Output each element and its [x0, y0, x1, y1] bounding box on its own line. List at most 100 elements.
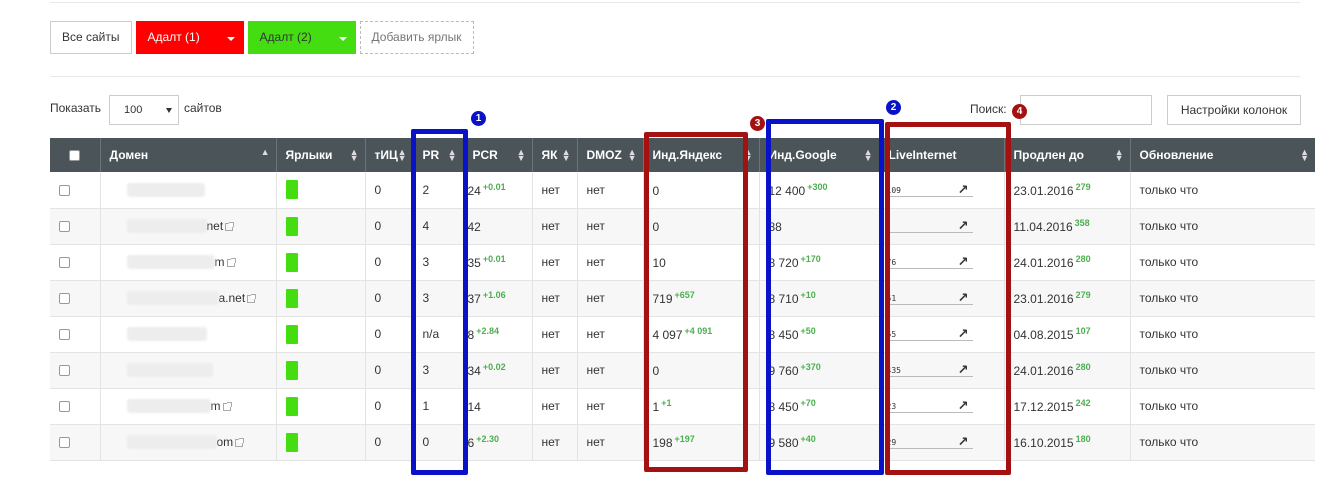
row-select-cell: [50, 352, 101, 389]
updated-cell: только что: [1130, 280, 1315, 317]
domain-name[interactable]: m: [210, 398, 221, 413]
chevron-down-icon[interactable]: [226, 37, 235, 41]
label-marker[interactable]: [285, 216, 298, 236]
tic-cell: 0: [365, 352, 414, 389]
col-paid-until-label: Продлен до: [1013, 148, 1084, 162]
table-row[interactable]: om 0 0 6 +2.30 нет нет 198 +197 9 580 +40 2…: [50, 424, 1315, 461]
liveinternet-counter[interactable]: 55 ↗: [884, 326, 973, 341]
tab-adult-2[interactable]: Адалт (2): [247, 21, 356, 54]
tab-all-sites[interactable]: Все сайты: [50, 21, 132, 54]
search-input[interactable]: [1020, 95, 1152, 125]
col-labels-label: Ярлыки: [285, 148, 333, 162]
google-delta: +370: [800, 362, 821, 372]
domain-name[interactable]: a.net: [218, 290, 246, 305]
liveinternet-counter[interactable]: 29 ↗: [884, 434, 973, 449]
col-pcr[interactable]: PCR ▲ ▼: [463, 138, 533, 172]
domain-redacted: [126, 327, 207, 342]
dmoz-cell: нет: [577, 424, 644, 461]
tab-adult-1-label: Адалт (1): [147, 30, 200, 44]
table-row[interactable]: a.net 0 3 37 +1.06 нет нет 719 +657 8 710 +…: [50, 280, 1315, 317]
google-delta: +50: [800, 326, 816, 336]
label-marker[interactable]: [285, 324, 298, 344]
label-marker[interactable]: [285, 360, 298, 380]
col-yandex-index[interactable]: Инд.Яндекс ▲ ▼: [643, 138, 760, 172]
col-tic[interactable]: тИЦ ▲ ▼: [365, 138, 414, 172]
col-updated[interactable]: Обновление ▲ ▼: [1130, 138, 1315, 172]
col-yk[interactable]: ЯК ▲ ▼: [532, 138, 578, 172]
col-pr[interactable]: PR ▲ ▼: [413, 138, 464, 172]
external-link-icon[interactable]: [226, 257, 236, 267]
column-settings-button[interactable]: Настройки колонок: [1167, 95, 1301, 125]
col-labels[interactable]: Ярлыки ▲ ▼: [276, 138, 366, 172]
external-link-icon[interactable]: [247, 293, 257, 303]
paid-until-cell: 23.01.2016 279: [1004, 280, 1131, 317]
google-index-cell: 9 760 +370: [759, 352, 880, 389]
pcr-cell: 42: [463, 208, 533, 245]
table-row[interactable]: m 0 3 35 +0.01 нет нет 10 8 720 +170 76 ↗ 2…: [50, 244, 1315, 281]
arrow-up-right-icon: ↗: [957, 289, 969, 305]
paid-until-date: 23.01.2016: [1013, 183, 1074, 198]
paid-until-date: 16.10.2015: [1013, 436, 1074, 450]
google-index-cell: 8 450 +50: [759, 316, 880, 353]
sort-icon: ▲ ▼: [743, 147, 753, 163]
label-marker[interactable]: [285, 252, 298, 272]
domain-name[interactable]: m: [214, 254, 225, 269]
liveinternet-counter[interactable]: ↗: [884, 218, 973, 233]
google-value: 9 760: [768, 364, 799, 378]
liveinternet-counter[interactable]: 51 ↗: [884, 289, 973, 305]
col-dmoz[interactable]: DMOZ ▲ ▼: [577, 138, 644, 172]
label-marker[interactable]: [285, 288, 298, 308]
domain-redacted: [126, 291, 219, 306]
label-marker[interactable]: [285, 396, 298, 416]
select-all-checkbox[interactable]: [69, 150, 80, 162]
external-link-icon[interactable]: [235, 437, 245, 447]
table-row[interactable]: 0 n/a 8 +2.84 нет нет 4 097 +4 091 8 450 +5…: [50, 316, 1315, 353]
col-domain[interactable]: Домен ▲: [100, 138, 277, 172]
sort-icon: ▲ ▼: [561, 147, 571, 163]
table-header-row: Домен ▲ Ярлыки ▲ ▼ тИЦ ▲ ▼ PR ▲ ▼ PCR ▲ ▼ ЯК ▲ ▼ DM…: [50, 138, 1315, 172]
table-row[interactable]: m 0 1 14 нет нет 1 +1 8 450 +70 23 ↗ 17.12.…: [50, 388, 1315, 425]
row-checkbox[interactable]: [59, 185, 70, 197]
table-row[interactable]: 0 2 24 +0.01 нет нет 0 12 400 +300 109 ↗ 23…: [50, 172, 1315, 209]
pcr-cell: 37 +1.06: [463, 280, 533, 317]
page-size-select[interactable]: 100: [109, 95, 179, 125]
row-checkbox[interactable]: [59, 329, 70, 341]
liveinternet-counter[interactable]: 109 ↗: [884, 182, 973, 197]
yandex-value: 0: [652, 364, 660, 378]
paid-until-cell: 23.01.2016 279: [1004, 172, 1131, 209]
col-liveinternet[interactable]: LiveInternet: [879, 138, 1005, 172]
external-link-icon[interactable]: [222, 401, 232, 411]
updated-cell: только что: [1130, 244, 1315, 281]
table-row[interactable]: 0 3 34 +0.02 нет нет 0 9 760 +370 435 ↗ 24.…: [50, 352, 1315, 389]
row-checkbox[interactable]: [59, 221, 70, 233]
liveinternet-counter[interactable]: 76 ↗: [884, 254, 973, 269]
col-yk-label: ЯК: [541, 148, 558, 162]
col-paid-until[interactable]: Продлен до ▲ ▼: [1004, 138, 1131, 172]
liveinternet-counter[interactable]: 435 ↗: [884, 362, 973, 377]
domain-cell: a.net: [100, 280, 277, 317]
row-checkbox[interactable]: [59, 293, 70, 305]
sort-icon: ▲ ▼: [627, 147, 637, 163]
row-checkbox[interactable]: [59, 365, 70, 377]
row-checkbox[interactable]: [59, 257, 70, 269]
google-value: 8 720: [768, 256, 799, 270]
tab-adult-1[interactable]: Адалт (1): [135, 21, 244, 54]
domain-name[interactable]: net: [206, 218, 224, 233]
domain-name[interactable]: om: [216, 434, 234, 449]
chevron-down-icon[interactable]: [338, 37, 347, 41]
external-link-icon[interactable]: [225, 221, 235, 231]
days-left: 180: [1075, 434, 1091, 444]
pr-cell: 3: [413, 280, 464, 317]
liveinternet-counter[interactable]: 23 ↗: [884, 398, 973, 413]
row-checkbox[interactable]: [59, 401, 70, 413]
pcr-cell: 24 +0.01: [463, 172, 533, 209]
add-label-button[interactable]: Добавить ярлык: [359, 21, 474, 54]
domain-redacted: [126, 255, 215, 270]
table-row[interactable]: net 0 4 42 нет нет 0 88 ↗ 11.04.2016 358 …: [50, 208, 1315, 245]
labels-cell: [276, 244, 366, 281]
label-marker[interactable]: [285, 180, 298, 200]
label-marker[interactable]: [285, 432, 298, 452]
row-checkbox[interactable]: [59, 437, 70, 449]
col-google-index[interactable]: Инд.Google ▲ ▼: [759, 138, 880, 172]
yandex-index-cell: 0: [643, 172, 760, 209]
